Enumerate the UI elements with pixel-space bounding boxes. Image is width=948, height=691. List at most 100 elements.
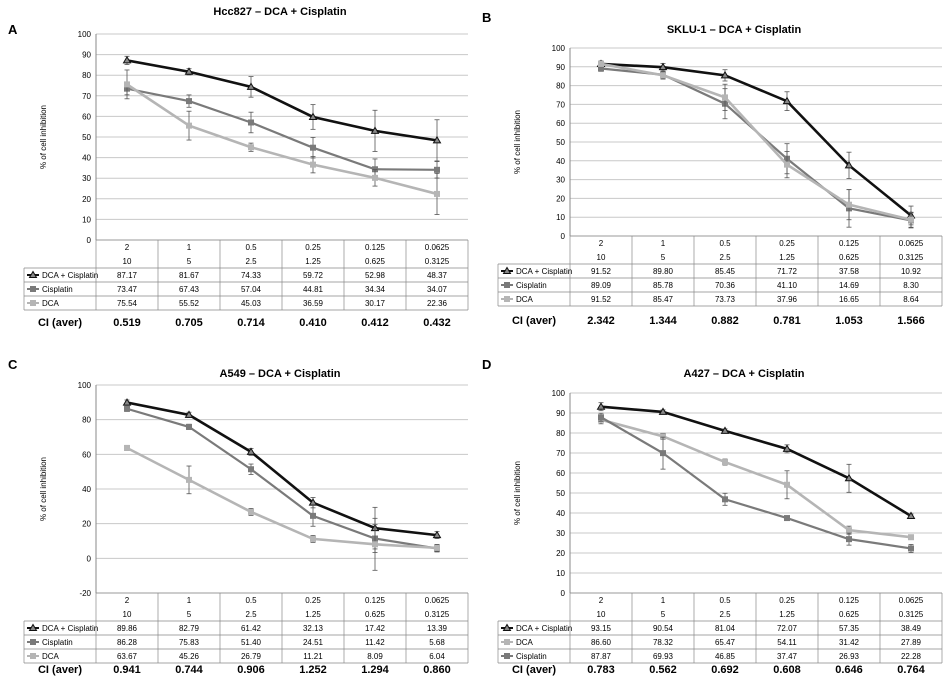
data-label: 69.93: [653, 652, 674, 661]
square-marker: [310, 535, 316, 542]
data-label: 73.73: [715, 295, 736, 304]
legend-label: DCA + Cisplatin: [516, 624, 572, 633]
triangle-marker: [370, 126, 380, 134]
series-line: [126, 401, 438, 537]
data-label: 37.96: [777, 295, 798, 304]
panel-letter: D: [482, 357, 492, 372]
data-label: 30.17: [365, 299, 386, 308]
y-tick-label: 100: [78, 30, 92, 39]
series-dca: [598, 415, 914, 541]
data-label: 57.35: [839, 624, 860, 633]
data-label: 48.37: [427, 271, 448, 280]
data-label: 82.79: [179, 624, 200, 633]
y-tick-label: 0: [87, 236, 92, 245]
square-marker: [248, 119, 254, 126]
x-tick-label: 0.0625: [425, 243, 450, 252]
square-marker: [186, 122, 192, 129]
triangle-marker: [596, 402, 606, 410]
y-tick-label: 0: [561, 589, 566, 598]
legend-key: [501, 623, 513, 631]
data-label: 72.07: [777, 624, 798, 633]
data-label: 46.85: [715, 652, 736, 661]
x-tick-label: 5: [661, 610, 666, 619]
y-tick-label: 50: [556, 138, 565, 147]
series-line: [600, 62, 912, 217]
series-line: [126, 87, 438, 171]
y-tick-label: 10: [556, 569, 565, 578]
legend-label: DCA + Cisplatin: [42, 624, 98, 633]
x-tick-label: 1: [661, 596, 666, 605]
data-label: 16.65: [839, 295, 860, 304]
y-tick-label: 90: [82, 51, 91, 60]
ci-value: 0.783: [587, 664, 615, 676]
ci-label: CI (aver): [38, 317, 82, 329]
x-tick-label: 1: [187, 243, 192, 252]
square-marker: [186, 98, 192, 105]
y-tick-label: 20: [82, 520, 91, 529]
square-marker: [504, 653, 510, 659]
y-axis-label: % of cell inhibition: [39, 457, 48, 521]
data-label: 55.52: [179, 299, 200, 308]
square-marker: [722, 459, 728, 466]
square-marker: [598, 60, 604, 67]
y-tick-label: 30: [556, 529, 565, 538]
square-marker: [124, 81, 130, 88]
square-marker: [846, 527, 852, 534]
data-label: 65.47: [715, 638, 736, 647]
series-line: [126, 83, 438, 196]
square-marker: [722, 94, 728, 101]
ci-value: 0.705: [175, 317, 203, 329]
data-label: 37.47: [777, 652, 798, 661]
series-combo: [596, 402, 916, 520]
x-tick-label: 2: [125, 243, 130, 252]
chart-svg: 0 10 20 30 40 50 60 70 80 90 100 % of cell inhibiti…: [23, 30, 469, 329]
y-tick-label: 70: [556, 100, 565, 109]
data-label: 91.52: [591, 267, 612, 276]
square-marker: [908, 534, 914, 541]
ci-value: 0.562: [649, 664, 677, 676]
data-label: 44.81: [303, 285, 324, 294]
data-label: 22.28: [901, 652, 922, 661]
triangle-marker: [906, 511, 916, 520]
x-tick-label: 0.625: [839, 610, 860, 619]
data-label: 73.47: [117, 285, 138, 294]
data-label: 10.92: [901, 267, 922, 276]
y-axis-label: % of cell inhibition: [39, 105, 48, 169]
square-marker: [908, 545, 914, 552]
x-tick-label: 2.5: [719, 610, 731, 619]
square-marker: [248, 466, 254, 473]
series-line: [600, 62, 912, 222]
chart-svg: 0 10 20 30 40 50 60 70 80 90 100 % of cell inhibiti…: [497, 389, 943, 676]
legend-key: [27, 286, 39, 292]
ci-value: 0.714: [237, 317, 265, 329]
ci-value: 0.882: [711, 315, 739, 327]
data-label: 75.83: [179, 638, 200, 647]
data-label: 41.10: [777, 281, 798, 290]
data-label: 81.04: [715, 624, 736, 633]
ci-label: CI (aver): [512, 315, 556, 327]
data-label: 26.93: [839, 652, 860, 661]
series-line: [126, 407, 438, 550]
x-tick-label: 0.25: [305, 243, 321, 252]
data-label: 57.04: [241, 285, 262, 294]
square-marker: [310, 512, 316, 519]
triangle-marker: [122, 55, 132, 64]
triangle-marker: [502, 266, 512, 274]
legend-key: [27, 300, 39, 306]
y-tick-label: 40: [556, 509, 565, 518]
x-tick-label: 0.625: [839, 253, 860, 262]
data-label: 5.68: [429, 638, 445, 647]
y-tick-label: 60: [556, 469, 565, 478]
x-tick-label: 0.125: [365, 596, 386, 605]
square-marker: [504, 282, 510, 288]
ci-label: CI (aver): [38, 664, 82, 676]
legend-label: DCA + Cisplatin: [516, 267, 572, 276]
x-tick-label: 0.625: [365, 257, 386, 266]
ci-label: CI (aver): [512, 664, 556, 676]
data-label: 87.17: [117, 271, 138, 280]
y-tick-label: 50: [556, 489, 565, 498]
y-tick-label: 20: [82, 195, 91, 204]
square-marker: [372, 174, 378, 181]
square-marker: [124, 444, 130, 451]
data-label: 24.51: [303, 638, 324, 647]
